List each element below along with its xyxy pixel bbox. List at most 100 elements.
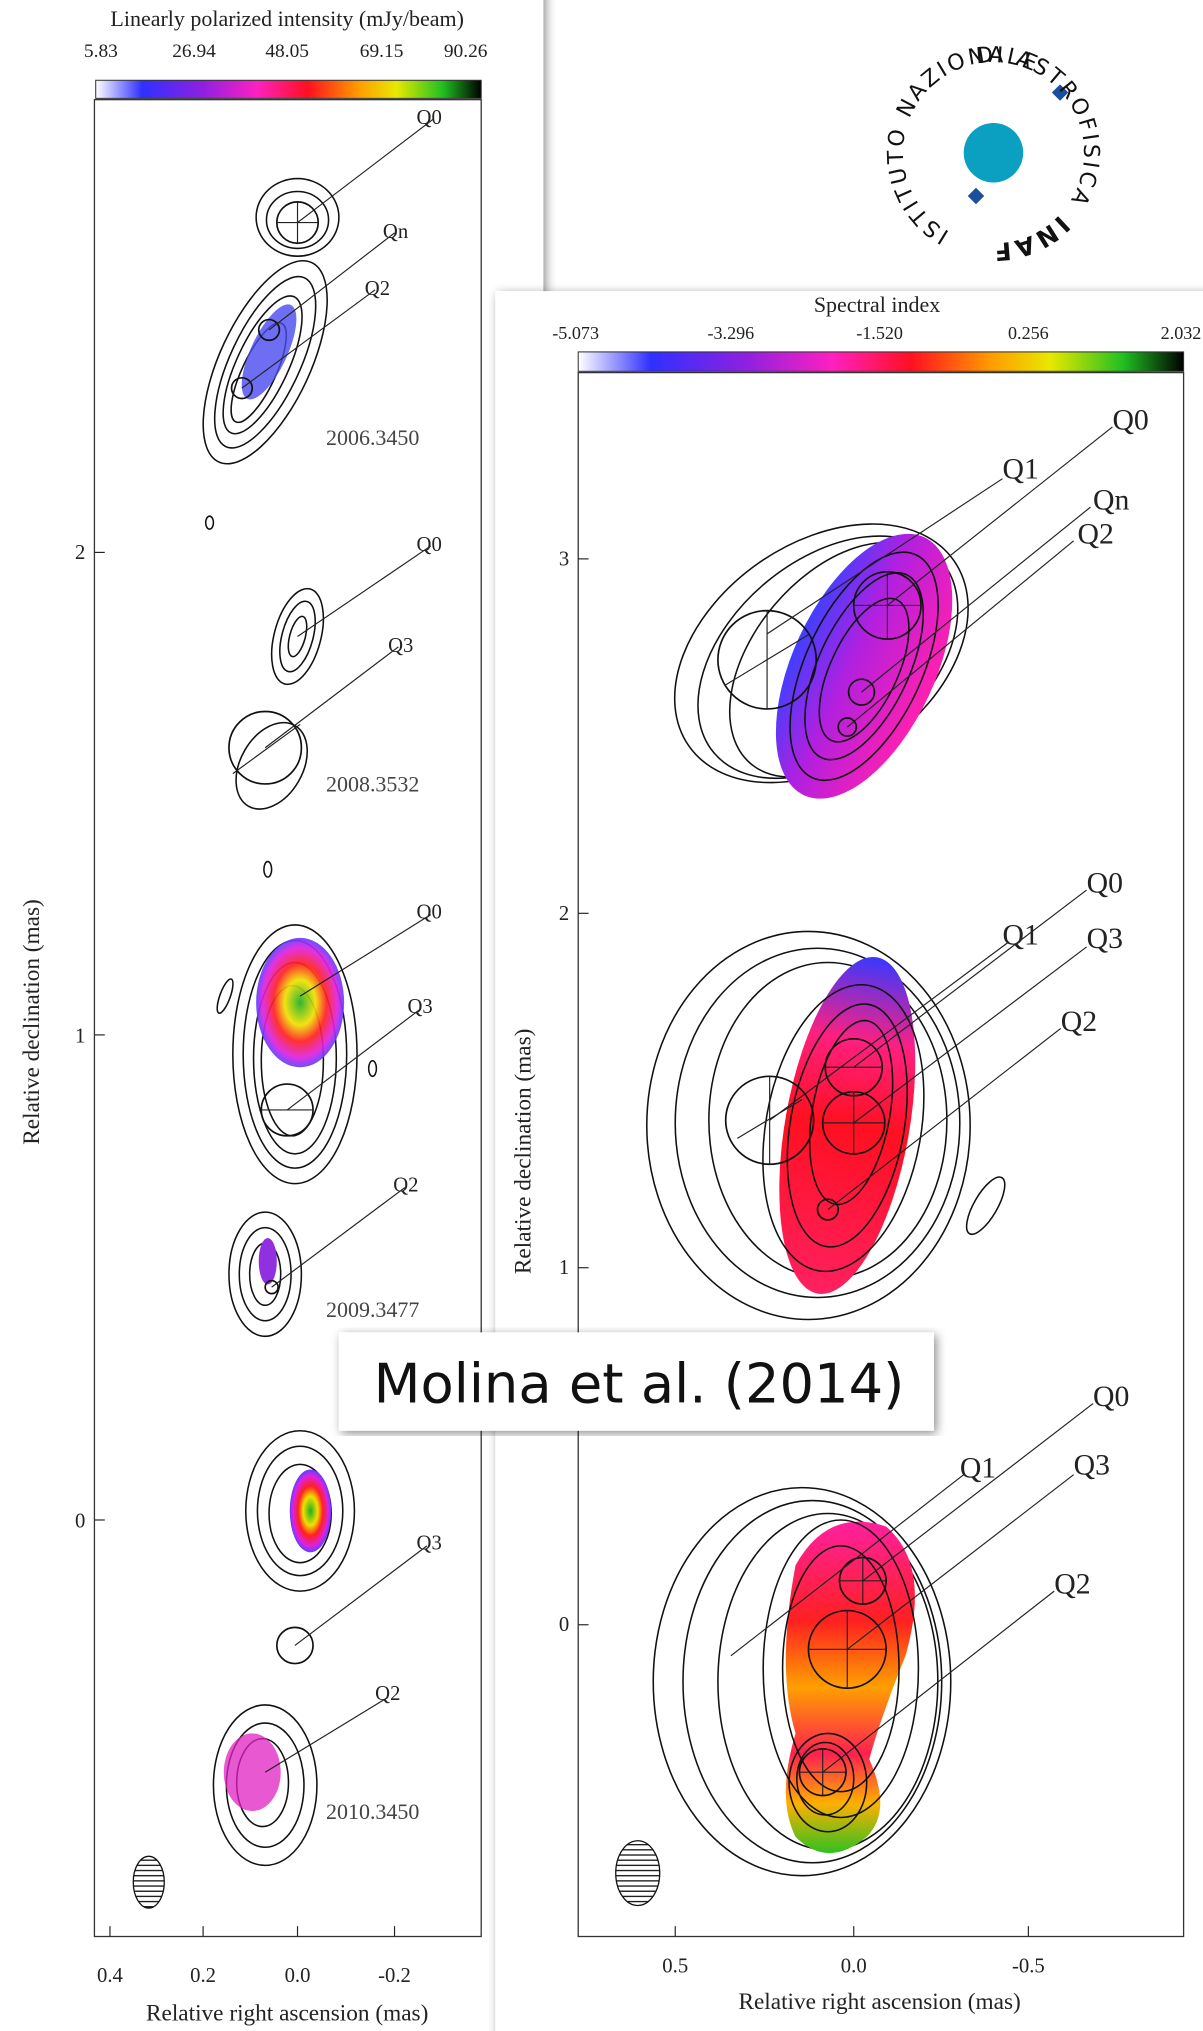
shape bbox=[887, 426, 1113, 606]
y-axis-label: Relative declination (mas) bbox=[510, 1029, 536, 1275]
colorbar-tick: -1.520 bbox=[856, 323, 903, 343]
x-tick-label: -0.2 bbox=[378, 1965, 411, 1987]
shape bbox=[238, 1226, 292, 1322]
shape bbox=[861, 506, 1091, 693]
shape bbox=[287, 615, 308, 658]
shape bbox=[724, 633, 811, 687]
shape bbox=[846, 1474, 1075, 1650]
shape bbox=[682, 1499, 943, 1864]
colorbar-tick: 2.032 bbox=[1161, 323, 1202, 343]
shape bbox=[268, 1463, 332, 1564]
y-tick-label: 2 bbox=[559, 903, 569, 925]
shape: 0.4 0.2 0.0 -0.2 bbox=[97, 1965, 411, 1987]
shape bbox=[294, 1545, 428, 1646]
component-label: Q0 bbox=[1087, 867, 1123, 900]
shape: 2006.3450 2008.3532 2009.3477 2010.3450 bbox=[326, 425, 419, 1824]
shape bbox=[779, 956, 916, 1294]
epoch-label: 2006.3450 bbox=[326, 425, 419, 450]
shape: 3 2 1 0 bbox=[559, 548, 569, 1636]
shape bbox=[257, 318, 281, 342]
logo: ISTITUTO NAZIONALE DI ASTROFISICA INAF bbox=[884, 43, 1101, 267]
epoch-label: 2009.3477 bbox=[326, 1297, 419, 1322]
component-label: Q1 bbox=[1003, 918, 1039, 951]
caption-box: Molina et al. (2014) bbox=[338, 1332, 934, 1431]
shape: -5.073 -3.296 -1.520 0.256 2.032 bbox=[552, 323, 1201, 343]
shape bbox=[796, 1741, 855, 1816]
y-tick-label: 1 bbox=[559, 1257, 569, 1279]
shape bbox=[367, 1059, 378, 1078]
shape bbox=[837, 717, 858, 737]
component-label: Qn bbox=[1093, 484, 1129, 517]
y-axis-label: Relative declination (mas) bbox=[19, 899, 45, 1145]
y-tick-label: 0 bbox=[559, 1614, 569, 1636]
shape: Q0 Q1 Qn Q2 Q0 Q1 Q3 Q2 Q0 Q1 Q3 Q2 bbox=[960, 404, 1149, 1601]
shape bbox=[216, 978, 234, 1014]
shape bbox=[232, 924, 358, 1185]
component-label: Q3 bbox=[388, 635, 413, 657]
colorbar-tick: 90.26 bbox=[444, 41, 488, 62]
shape bbox=[228, 710, 303, 785]
colorbar-tick: -5.073 bbox=[552, 323, 599, 343]
component-label: Q3 bbox=[1074, 1449, 1110, 1482]
shape bbox=[645, 930, 971, 1321]
x-tick-label: 0.0 bbox=[841, 1956, 867, 1978]
shape bbox=[258, 1237, 277, 1285]
shape bbox=[268, 232, 395, 331]
y-tick-label: 2 bbox=[75, 542, 85, 564]
shape bbox=[789, 551, 939, 782]
right-figure: Spectral index -5.073 -3.296 -1.520 0.25… bbox=[495, 291, 1203, 2031]
shape bbox=[804, 572, 925, 761]
shape bbox=[578, 558, 1029, 1937]
component-label: Q0 bbox=[1093, 1380, 1129, 1413]
component-label: Q1 bbox=[960, 1451, 996, 1484]
shape bbox=[230, 376, 254, 400]
shape bbox=[965, 1176, 1006, 1236]
shape bbox=[730, 1474, 965, 1657]
shape bbox=[275, 1626, 314, 1665]
component-label: Q2 bbox=[375, 1683, 400, 1705]
shape bbox=[769, 941, 1010, 1121]
shape bbox=[967, 187, 985, 205]
shape bbox=[338, 1332, 934, 1431]
shape bbox=[297, 118, 434, 224]
colorbar-title: Linearly polarized intensity (mJy/beam) bbox=[110, 6, 463, 31]
shape bbox=[244, 1429, 356, 1592]
shape bbox=[279, 600, 316, 673]
shape bbox=[853, 889, 1087, 1068]
x-tick-label: -0.5 bbox=[1012, 1956, 1045, 1978]
shape bbox=[204, 515, 215, 530]
left-figure: Linearly polarized intensity (mJy/beam) … bbox=[0, 0, 544, 2031]
component-label: Q0 bbox=[417, 534, 442, 556]
component-label: Q3 bbox=[407, 996, 432, 1018]
shape bbox=[255, 177, 340, 257]
shape bbox=[775, 533, 953, 799]
shape bbox=[263, 860, 273, 878]
epoch-label: 2010.3450 bbox=[326, 1799, 419, 1824]
shape bbox=[256, 937, 345, 1068]
contour-map bbox=[228, 545, 432, 878]
shape: 5.83 26.94 48.05 69.15 90.26 bbox=[84, 41, 488, 62]
colorbar bbox=[95, 79, 482, 99]
colorbar-tick: 26.94 bbox=[172, 41, 216, 62]
shape bbox=[615, 1840, 661, 1907]
text: INAF bbox=[991, 210, 1076, 266]
colorbar-title: Spectral index bbox=[814, 292, 940, 317]
shape bbox=[212, 1704, 318, 1867]
shape bbox=[232, 723, 301, 775]
component-label: Q2 bbox=[1061, 1005, 1097, 1038]
colorbar-tick: 48.05 bbox=[265, 41, 309, 62]
shape bbox=[271, 1187, 406, 1288]
x-tick-label: 0.0 bbox=[285, 1965, 311, 1987]
component-label: Q3 bbox=[1087, 922, 1123, 955]
shape bbox=[822, 1590, 1055, 1773]
shape bbox=[264, 646, 399, 749]
shape bbox=[265, 190, 330, 250]
contour-map bbox=[645, 889, 1087, 1321]
shape bbox=[786, 1003, 909, 1248]
shape bbox=[674, 947, 961, 1299]
shape bbox=[241, 289, 376, 389]
shape bbox=[862, 1403, 1094, 1582]
shape bbox=[202, 260, 328, 465]
